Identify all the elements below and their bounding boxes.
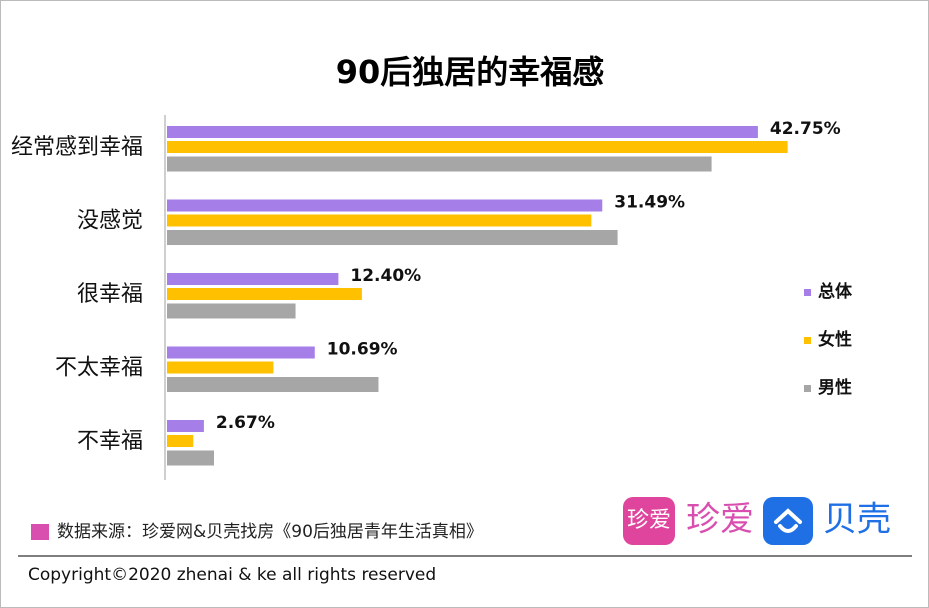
legend-label: 总体	[818, 281, 853, 302]
category-label: 没感觉	[77, 209, 143, 234]
bar	[167, 361, 274, 374]
copyright: Copyright©2020 zhenai & ke all rights re…	[28, 565, 436, 585]
bar	[167, 450, 214, 466]
bar	[167, 126, 758, 138]
zhenai-logo: 珍爱	[686, 500, 754, 540]
legend-swatch	[804, 289, 811, 296]
bar	[167, 199, 603, 212]
legend-swatch	[804, 337, 811, 344]
legend-label: 女性	[818, 329, 852, 350]
bar	[167, 214, 592, 227]
ke-icon	[763, 497, 813, 545]
ke-logo: 贝壳	[823, 500, 891, 540]
category-label: 不幸福	[77, 429, 143, 454]
bar	[167, 420, 204, 432]
bar	[167, 346, 315, 359]
bar	[167, 377, 379, 392]
source-marker	[31, 524, 49, 540]
chart-title: 90后独居的幸福感	[336, 53, 605, 91]
zhenai-icon-text: 珍爱	[627, 508, 671, 533]
bar	[167, 303, 296, 319]
value-label: 31.49%	[614, 193, 685, 213]
value-label: 12.40%	[350, 266, 421, 286]
ke-icon-shape	[774, 508, 802, 533]
value-label: 2.67%	[216, 413, 275, 433]
bar	[167, 156, 712, 172]
bar	[167, 435, 194, 447]
category-label: 不太幸福	[55, 356, 143, 381]
bar	[167, 141, 788, 153]
legend-label: 男性	[818, 377, 852, 398]
value-label: 42.75%	[770, 119, 841, 139]
category-label: 经常感到幸福	[11, 135, 143, 160]
bar	[167, 230, 618, 245]
legend-swatch	[804, 385, 811, 392]
bar	[167, 288, 362, 300]
category-label: 很幸福	[77, 282, 143, 307]
source: 数据来源：珍爱网&贝壳找房《90后独居青年生活真相》	[57, 522, 483, 542]
zhenai-icon	[623, 497, 675, 545]
bar	[167, 273, 339, 285]
value-label: 10.69%	[327, 340, 398, 360]
